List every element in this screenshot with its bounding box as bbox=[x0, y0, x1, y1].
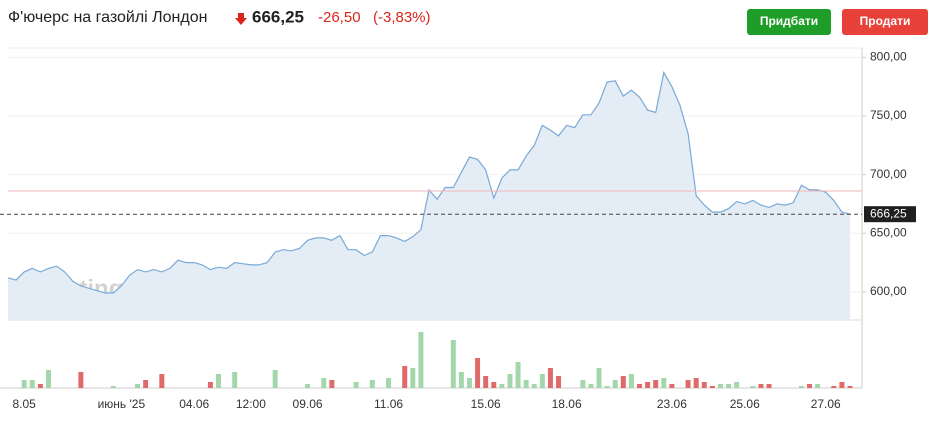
y-tick-label: 650,00 bbox=[870, 225, 907, 239]
volume-bar bbox=[29, 380, 35, 388]
volume-bar bbox=[734, 382, 740, 388]
volume-bar bbox=[807, 384, 813, 388]
y-tick-label: 700,00 bbox=[870, 167, 907, 181]
volume-bar bbox=[531, 384, 537, 388]
volume-bar bbox=[839, 382, 845, 388]
change: -26,50 bbox=[318, 9, 361, 26]
volume-bar bbox=[450, 340, 456, 388]
volume-bar bbox=[499, 384, 505, 388]
volume-bar bbox=[847, 386, 853, 388]
plot-area: 600,00650,00700,00750,00800,00Investing.… bbox=[0, 47, 916, 411]
last-value-label: 666,25 bbox=[870, 206, 907, 220]
volume-bar bbox=[410, 368, 416, 388]
y-tick-label: 750,00 bbox=[870, 108, 907, 122]
x-tick-label: 8.05 bbox=[13, 397, 37, 411]
volume-bar bbox=[159, 374, 165, 388]
volume-bar bbox=[369, 380, 375, 388]
x-tick-label: 11.06 bbox=[374, 397, 403, 411]
volume-bar bbox=[685, 380, 691, 388]
volume-bar bbox=[353, 382, 359, 388]
volume-bar bbox=[45, 370, 51, 388]
volume-bar bbox=[588, 384, 594, 388]
price: 666,25 bbox=[252, 7, 304, 26]
volume-bar bbox=[110, 386, 116, 388]
x-tick-label: 25.06 bbox=[730, 397, 760, 411]
volume-bar bbox=[831, 386, 837, 388]
volume-bar bbox=[661, 378, 667, 388]
volume-bar bbox=[645, 382, 651, 388]
volume-bar bbox=[637, 384, 642, 388]
volume-bar bbox=[669, 384, 675, 388]
volume-bar bbox=[78, 372, 84, 388]
sell-label[interactable]: Продати bbox=[860, 14, 911, 28]
volume-bar bbox=[709, 386, 715, 388]
volume-bar bbox=[475, 358, 481, 388]
area bbox=[8, 72, 850, 320]
volume-bar bbox=[207, 382, 213, 388]
volume-bar bbox=[466, 378, 472, 388]
volume-bar bbox=[726, 384, 732, 388]
volume-bar bbox=[515, 362, 521, 388]
volume-bar bbox=[628, 374, 634, 388]
last-value-box bbox=[864, 206, 916, 223]
y-tick-label: 800,00 bbox=[870, 50, 907, 64]
volume-bar bbox=[216, 374, 221, 388]
volume-bar bbox=[596, 368, 602, 388]
x-tick-label: 09.06 bbox=[293, 397, 323, 411]
volume-bar bbox=[580, 380, 586, 388]
volume-bar bbox=[604, 386, 610, 388]
volume-bar bbox=[37, 384, 43, 388]
volume-bar bbox=[491, 382, 497, 388]
volume-bar bbox=[701, 382, 707, 388]
volume-bar bbox=[612, 380, 618, 388]
volume-bar bbox=[815, 384, 821, 388]
volume-bar bbox=[483, 376, 489, 388]
buy-label[interactable]: Придбати bbox=[760, 14, 818, 28]
x-tick-label: 12:00 bbox=[236, 397, 266, 411]
volume-bar bbox=[693, 378, 699, 388]
volume-bar bbox=[523, 380, 529, 388]
volume-bar bbox=[620, 376, 626, 388]
volume-bar bbox=[232, 372, 238, 388]
x-tick-label: 04.06 bbox=[179, 397, 209, 411]
change-percent: (-3,83%) bbox=[373, 9, 431, 26]
volume-bar bbox=[272, 370, 278, 388]
volume-bar bbox=[750, 386, 756, 388]
volume-bar bbox=[766, 384, 772, 388]
volume-bar bbox=[556, 376, 562, 388]
volume-bar bbox=[547, 368, 553, 388]
volume-bar bbox=[717, 384, 723, 388]
volume-bar bbox=[458, 372, 464, 388]
volume-bar bbox=[305, 384, 311, 388]
x-tick-label: 27.06 bbox=[811, 397, 841, 411]
volume-bar bbox=[386, 378, 392, 388]
volume-bar bbox=[507, 374, 513, 388]
volume-bar bbox=[21, 380, 27, 388]
instrument-title: Ф'ючерс на газойлі Лондон bbox=[8, 9, 207, 26]
volume-bar bbox=[418, 332, 424, 388]
x-tick-label: 23.06 bbox=[657, 397, 687, 411]
down-arrow bbox=[235, 13, 247, 25]
volume-bar bbox=[539, 374, 545, 388]
x-tick-label: 15.06 bbox=[471, 397, 501, 411]
volume-bar bbox=[798, 386, 804, 388]
volume-bar bbox=[758, 384, 764, 388]
volume-bar bbox=[402, 366, 408, 388]
x-tick-label: 18.06 bbox=[552, 397, 582, 411]
volume-bar bbox=[329, 380, 335, 388]
sell-button[interactable] bbox=[842, 9, 928, 35]
y-tick-label: 600,00 bbox=[870, 284, 907, 298]
volume-bar bbox=[143, 380, 149, 388]
x-tick-label: июнь '25 bbox=[98, 397, 146, 411]
volume-bar bbox=[653, 380, 659, 388]
volume-bar bbox=[135, 384, 141, 388]
volume-bar bbox=[321, 378, 327, 388]
buy-button[interactable] bbox=[747, 9, 831, 35]
line bbox=[7, 70, 851, 294]
